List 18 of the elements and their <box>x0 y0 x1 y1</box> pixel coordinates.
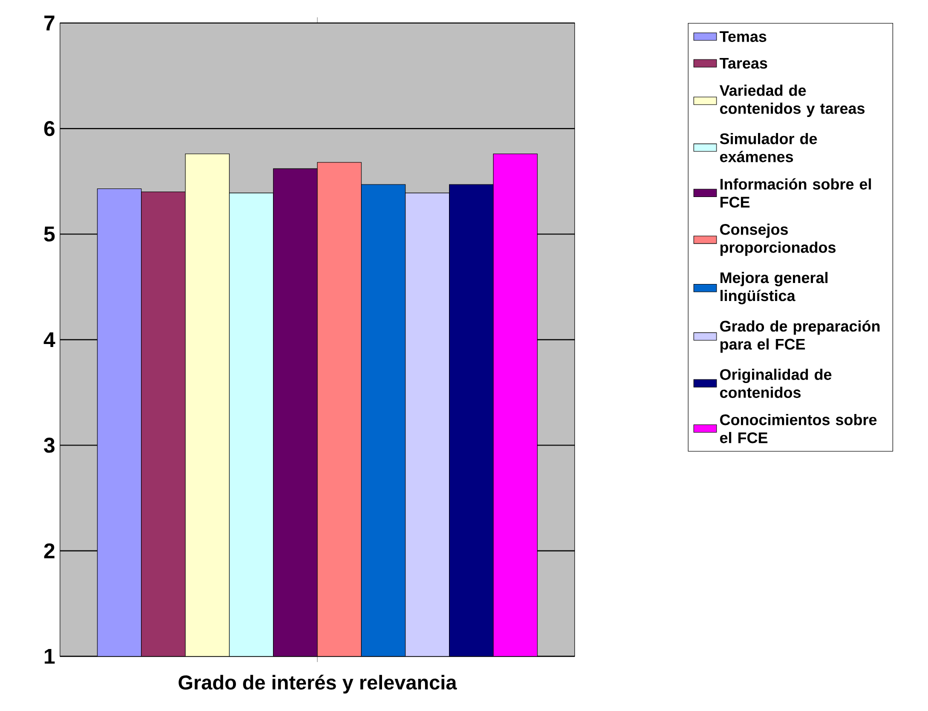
y-tick-label: 6 <box>44 121 55 136</box>
x-tick-label: Grado de interés y relevancia <box>178 674 457 694</box>
y-tick-label: 3 <box>44 438 55 453</box>
legend-label: Simulador de exámenes <box>720 132 817 162</box>
y-tick-label: 4 <box>44 332 56 348</box>
legend-label: Grado de preparación para el FCE <box>720 320 880 353</box>
y-tick-label: 2 <box>44 543 54 558</box>
y-tick-label: 5 <box>44 226 55 242</box>
legend-label: Conocimientos sobre el FCE <box>720 414 877 444</box>
y-tick-label: 1 <box>44 648 55 664</box>
legend-label: Tareas <box>720 58 768 69</box>
legend-label: Originalidad de contenidos <box>720 368 832 398</box>
y-tick-label: 7 <box>44 16 54 30</box>
legend-label: Información sobre el FCE <box>720 178 871 208</box>
legend-label: Variedad de contenidos y tareas <box>720 84 865 117</box>
legend-label: Temas <box>720 31 766 42</box>
legend-label: Consejos proporcionados <box>720 224 836 256</box>
legend-label: Mejora general lingüística <box>720 272 828 304</box>
